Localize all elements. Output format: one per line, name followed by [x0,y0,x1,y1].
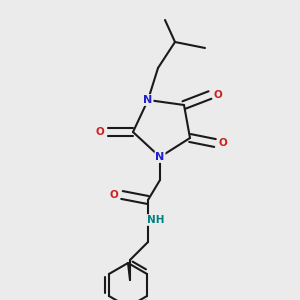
Text: O: O [110,190,118,200]
Text: N: N [143,95,153,105]
Text: NH: NH [147,215,165,225]
Text: O: O [96,127,104,137]
Text: N: N [155,152,165,162]
Text: O: O [214,90,222,100]
Text: O: O [219,138,227,148]
